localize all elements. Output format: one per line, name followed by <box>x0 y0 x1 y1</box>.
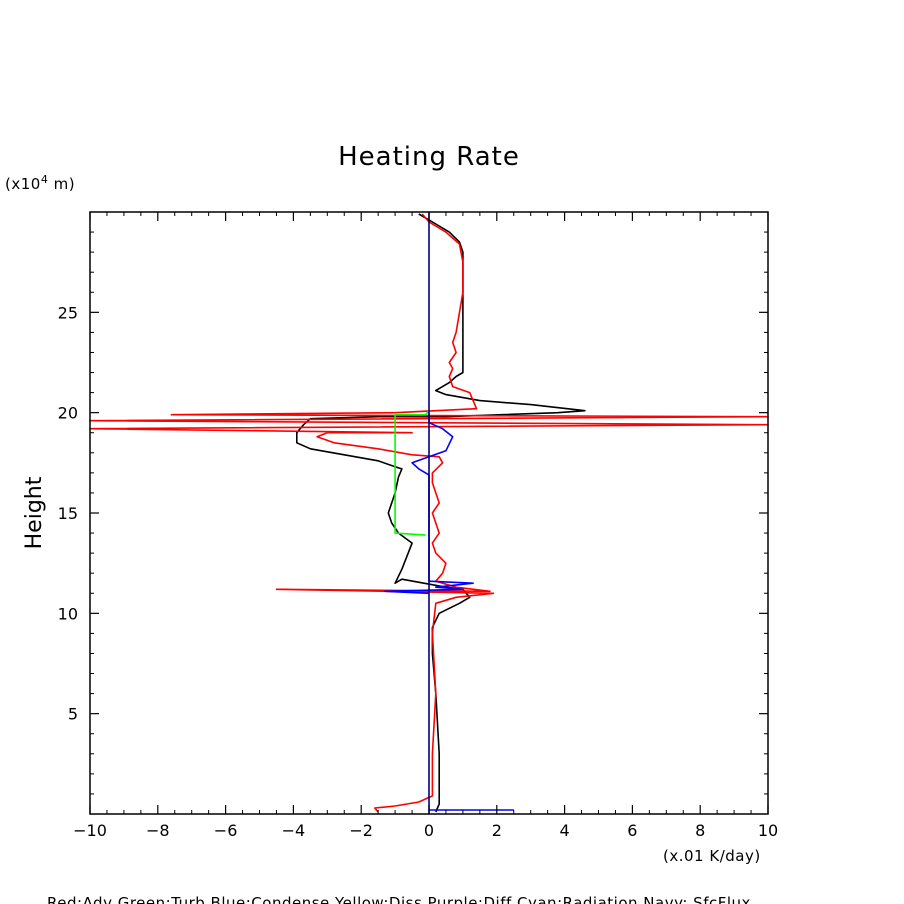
footnote-legend: Red:Adv Green:Turb Blue:Condense Yellow:… <box>47 894 751 904</box>
chart-title: Heating Rate <box>338 142 520 172</box>
y-axis-unit-suffix: m) <box>48 175 75 193</box>
x-axis-unit: (x.01 K/day) <box>663 847 761 865</box>
x-tick-label: −2 <box>349 821 373 840</box>
y-axis-unit-prefix: (x10 <box>5 175 41 193</box>
y-tick-label: 15 <box>58 504 78 523</box>
x-tick-label: 8 <box>695 821 705 840</box>
ticks-group: −10 −8 −6 −4 −2 0 2 4 6 8 10 5 10 15 20 25 <box>58 212 778 840</box>
x-tick-label: −6 <box>214 821 238 840</box>
x-tick-label: 6 <box>627 821 637 840</box>
x-tick-label: 0 <box>424 821 434 840</box>
x-tick-label: −8 <box>146 821 170 840</box>
y-axis-label: Height <box>22 476 47 549</box>
x-tick-label: 10 <box>758 821 778 840</box>
y-tick-label: 10 <box>58 604 78 623</box>
y-axis-unit: (x104 m) <box>5 173 75 193</box>
x-tick-label: 4 <box>560 821 570 840</box>
series-group <box>89 212 769 814</box>
y-axis-unit-exponent: 4 <box>41 173 49 186</box>
series-line-total <box>295 213 586 813</box>
series-line-turb <box>394 410 430 536</box>
y-tick-label: 5 <box>68 705 78 724</box>
y-tick-label: 20 <box>58 404 78 423</box>
series-line-condense <box>384 412 474 595</box>
x-tick-label: −10 <box>73 821 107 840</box>
x-tick-label: −4 <box>282 821 306 840</box>
x-tick-label: 2 <box>492 821 502 840</box>
series-line-adv <box>89 213 769 813</box>
y-tick-label: 25 <box>58 303 78 322</box>
plot-frame <box>89 211 769 815</box>
